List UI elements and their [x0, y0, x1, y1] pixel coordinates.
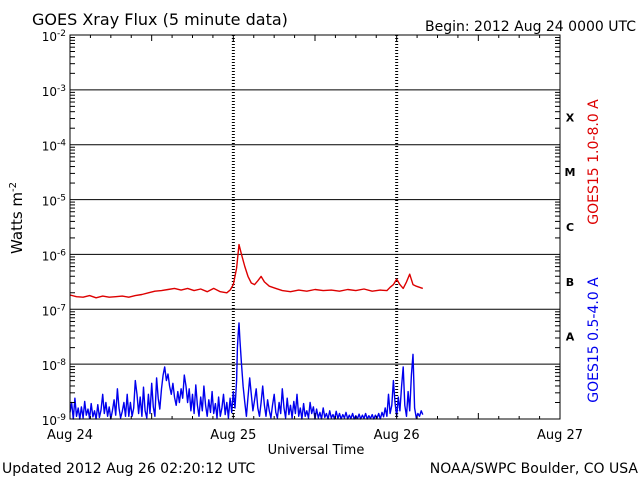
series-label-long: GOES15 1.0-8.0 A	[586, 99, 602, 225]
x-tick-label: Aug 25	[210, 428, 256, 443]
y-axis-label: Watts m-2	[8, 182, 26, 254]
series-label-short: GOES15 0.5-4.0 A	[586, 277, 602, 403]
updated-footer: Updated 2012 Aug 26 02:20:12 UTC	[2, 461, 255, 477]
y-tick-base: 10	[42, 195, 57, 209]
grid-layer	[70, 35, 560, 419]
y-tick-label: 10-8	[42, 358, 67, 373]
series-line-short	[69, 322, 424, 420]
x-tick-label: Aug 24	[47, 428, 93, 443]
y-tick-exp: -6	[57, 248, 66, 258]
y-tick-base: 10	[42, 85, 57, 99]
source-footer: NOAA/SWPC Boulder, CO USA	[430, 461, 639, 477]
x-axis-label: Universal Time	[268, 443, 365, 458]
y-tick-exp: -5	[57, 194, 66, 204]
y-axis-label-base: Watts m	[8, 192, 26, 254]
series-line-long	[69, 243, 424, 299]
y-tick-exp: -9	[57, 413, 66, 423]
y-tick-base: 10	[42, 359, 57, 373]
flare-class-label: X	[566, 111, 575, 124]
y-tick-label: 10-7	[42, 303, 66, 318]
y-tick-base: 10	[42, 140, 57, 154]
y-tick-label: 10-2	[42, 29, 66, 44]
x-tick-label: Aug 27	[537, 428, 583, 443]
y-tick-exp: -7	[57, 303, 66, 313]
series-layer	[69, 243, 424, 420]
begin-label: Begin: 2012 Aug 24 0000 UTC	[425, 19, 636, 35]
y-tick-label: 10-6	[42, 248, 67, 263]
y-tick-base: 10	[42, 304, 57, 318]
y-tick-exp: -2	[57, 29, 66, 39]
y-tick-exp: -4	[57, 139, 66, 149]
y-tick-exp: -8	[57, 358, 66, 368]
y-tick-base: 10	[42, 249, 57, 263]
y-tick-label: 10-9	[42, 413, 67, 428]
y-tick-label: 10-5	[42, 194, 66, 209]
y-tick-base: 10	[42, 414, 57, 428]
y-tick-base: 10	[42, 30, 57, 44]
flare-class-label: M	[565, 166, 576, 179]
flare-class-label: C	[566, 221, 574, 234]
y-tick-label: 10-3	[42, 84, 66, 99]
flare-class-label: B	[566, 276, 574, 289]
y-tick-exp: -3	[57, 84, 66, 94]
tick-layer	[69, 35, 561, 419]
y-axis-label-exp: -2	[8, 182, 19, 192]
plot-frame	[69, 34, 561, 420]
x-tick-label: Aug 26	[374, 428, 420, 443]
chart-title: GOES Xray Flux (5 minute data)	[32, 10, 288, 29]
y-tick-label: 10-4	[42, 139, 67, 154]
flare-class-label: A	[566, 331, 575, 344]
